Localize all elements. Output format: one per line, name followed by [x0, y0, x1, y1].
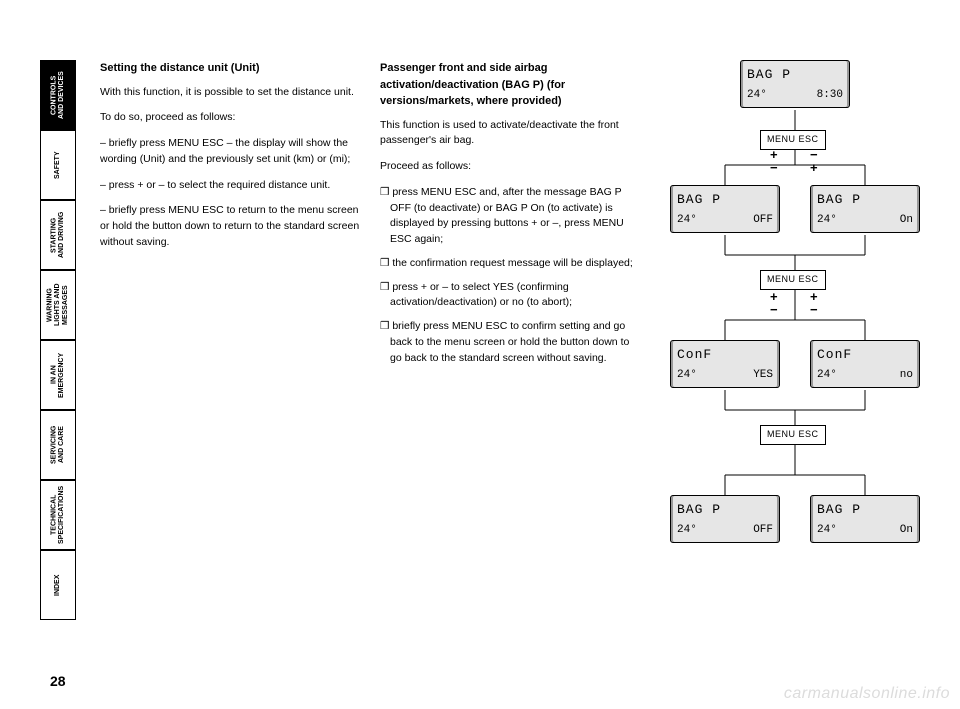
- plusminus-1r: −+: [810, 148, 818, 174]
- tab-starting[interactable]: STARTINGAND DRIVING: [40, 200, 76, 270]
- plusminus-2r: +−: [810, 290, 818, 316]
- column-1: Setting the distance unit (Unit) With th…: [100, 60, 360, 620]
- screen-r3l: ConF 24° YES: [670, 340, 780, 388]
- plusminus-2l: +−: [770, 290, 778, 316]
- screen-r4l-l2b: OFF: [753, 522, 773, 539]
- tab-index[interactable]: INDEX: [40, 550, 76, 620]
- col1-p3: – briefly press MENU ESC – the display w…: [100, 136, 360, 168]
- col2-heading: Passenger front and side airbag activati…: [380, 60, 640, 110]
- col1-p2: To do so, proceed as follows:: [100, 110, 360, 126]
- col2-b4: ❒ briefly press MENU ESC to confirm sett…: [390, 319, 640, 366]
- screen-r3r-l2b: no: [900, 367, 913, 384]
- page-number: 28: [50, 673, 66, 689]
- screen-r2r-l2a: 24°: [817, 212, 837, 229]
- col2-p2: Proceed as follows:: [380, 159, 640, 175]
- screen-r2r: BAG P 24° On: [810, 185, 920, 233]
- plusminus-1l: +−: [770, 148, 778, 174]
- screen-top-l2b: 8:30: [817, 87, 843, 104]
- screen-r4l: BAG P 24° OFF: [670, 495, 780, 543]
- screen-top-l1: BAG P: [747, 65, 843, 85]
- screen-r4l-l1: BAG P: [677, 500, 773, 520]
- col1-heading: Setting the distance unit (Unit): [100, 60, 360, 77]
- screen-r3l-l1: ConF: [677, 345, 773, 365]
- watermark: carmanualsonline.info: [784, 685, 950, 703]
- screen-r4r-l2b: On: [900, 522, 913, 539]
- menu-esc-2: MENU ESC: [760, 270, 826, 290]
- col1-p1: With this function, it is possible to se…: [100, 85, 360, 101]
- tab-warning[interactable]: WARNINGLIGHTS ANDMESSAGES: [40, 270, 76, 340]
- column-2: Passenger front and side airbag activati…: [380, 60, 640, 620]
- tab-safety[interactable]: SAFETY: [40, 130, 76, 200]
- screen-r2r-l1: BAG P: [817, 190, 913, 210]
- page-content: Setting the distance unit (Unit) With th…: [100, 60, 920, 620]
- screen-r4r: BAG P 24° On: [810, 495, 920, 543]
- col2-b2: ❒ the confirmation request message will …: [390, 256, 640, 272]
- col2-b1: ❒ press MENU ESC and, after the message …: [390, 185, 640, 248]
- screen-r4l-l2a: 24°: [677, 522, 697, 539]
- screen-r2l-l2b: OFF: [753, 212, 773, 229]
- screen-r2l-l1: BAG P: [677, 190, 773, 210]
- screen-r2l-l2a: 24°: [677, 212, 697, 229]
- screen-r3l-l2a: 24°: [677, 367, 697, 384]
- col1-p5: – briefly press MENU ESC to return to th…: [100, 203, 360, 250]
- flow-diagram: BAG P 24° 8:30 MENU ESC +− −+ BAG P 24° OF…: [660, 60, 920, 620]
- screen-r3l-l2b: YES: [753, 367, 773, 384]
- tab-emergency[interactable]: IN ANEMERGENCY: [40, 340, 76, 410]
- tab-controls[interactable]: CONTROLSAND DEVICES: [40, 60, 76, 130]
- screen-r4r-l2a: 24°: [817, 522, 837, 539]
- screen-r3r: ConF 24° no: [810, 340, 920, 388]
- tab-servicing[interactable]: SERVICINGAND CARE: [40, 410, 76, 480]
- col2-p1: This function is used to activate/deacti…: [380, 118, 640, 150]
- screen-r2r-l2b: On: [900, 212, 913, 229]
- screen-r3r-l2a: 24°: [817, 367, 837, 384]
- tab-technical[interactable]: TECHNICALSPECIFICATIONS: [40, 480, 76, 550]
- menu-esc-3: MENU ESC: [760, 425, 826, 445]
- screen-r4r-l1: BAG P: [817, 500, 913, 520]
- sidebar-tabs: CONTROLSAND DEVICES SAFETY STARTINGAND D…: [40, 60, 76, 650]
- screen-top: BAG P 24° 8:30: [740, 60, 850, 108]
- screen-r3r-l1: ConF: [817, 345, 913, 365]
- screen-r2l: BAG P 24° OFF: [670, 185, 780, 233]
- screen-top-l2a: 24°: [747, 87, 767, 104]
- col1-p4: – press + or – to select the required di…: [100, 178, 360, 194]
- col2-b3: ❒ press + or – to select YES (confirming…: [390, 280, 640, 312]
